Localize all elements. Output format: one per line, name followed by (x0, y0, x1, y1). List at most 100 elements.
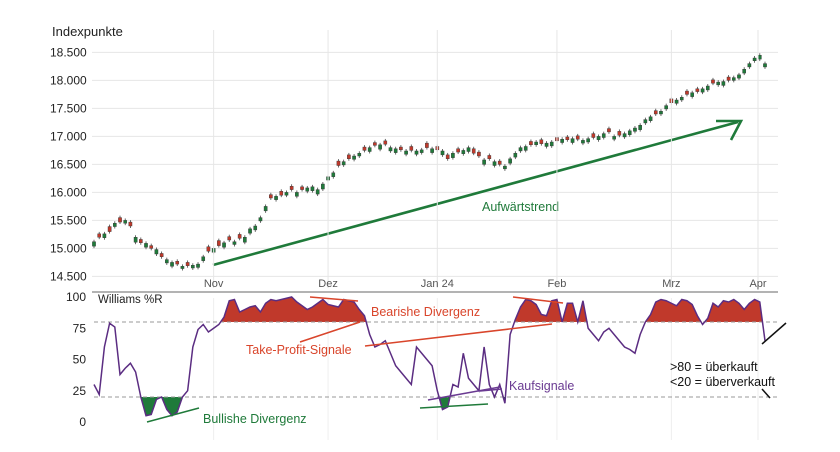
price-y-tick-label: 17.500 (50, 101, 87, 115)
bearish-divergence-line-2 (512, 296, 564, 304)
candle (425, 142, 429, 148)
price-panel: Indexpunkte 14.500 15.000 15.500 16.000 16.5… (50, 24, 778, 440)
x-tick-label: Jan 24 (421, 278, 454, 290)
candle (383, 140, 388, 145)
candle (331, 172, 336, 177)
candle (227, 236, 232, 241)
price-gridlines (92, 51, 778, 277)
candle (529, 141, 533, 146)
candlesticks (92, 53, 767, 271)
candle (128, 221, 133, 227)
overbought-pointer (761, 322, 787, 345)
candle (139, 239, 143, 244)
candle (159, 253, 164, 258)
candle (451, 152, 455, 158)
candle (113, 222, 117, 227)
williams-r-y-tick-label: 50 (73, 353, 87, 367)
candle (648, 116, 653, 121)
candle (659, 110, 663, 115)
candle (243, 236, 247, 243)
candle (737, 74, 741, 79)
candle (388, 147, 393, 152)
candle (175, 261, 180, 265)
williams-r-y-ticks: 0 25 50 75 100 (66, 290, 86, 429)
candle (295, 192, 299, 197)
candle (201, 256, 206, 261)
candle (638, 124, 642, 130)
candle (440, 150, 445, 156)
candle (180, 266, 185, 269)
candle (586, 138, 590, 143)
candle (305, 187, 310, 192)
candle (310, 186, 315, 191)
price-y-tick-label: 16.000 (50, 185, 87, 199)
candle (315, 189, 320, 195)
x-tick-label: Apr (749, 278, 766, 290)
candle (206, 246, 211, 252)
candle (581, 140, 585, 144)
uptrend-arrow (212, 119, 744, 267)
candle (289, 186, 294, 190)
bullish-divergence-line-left (146, 407, 200, 423)
candle (513, 152, 518, 158)
candle (154, 249, 159, 255)
candle (477, 151, 481, 157)
williams-r-y-tick-label: 75 (73, 321, 87, 335)
candle (716, 81, 720, 86)
candle (352, 155, 356, 160)
bearish-divergence-line-1 (309, 296, 359, 302)
candle (144, 243, 148, 248)
overbought-fill (220, 297, 367, 322)
candle (300, 186, 304, 190)
x-tick-label: Feb (547, 278, 566, 290)
candle (653, 110, 658, 115)
williams-r-panel: Williams %R 0 25 50 75 100 Bearishe Divergen… (66, 290, 787, 429)
candle (191, 265, 195, 269)
price-y-tick-label: 16.500 (50, 157, 87, 171)
williams-r-y-tick-label: 0 (79, 415, 86, 429)
candle (747, 63, 752, 68)
candle (362, 146, 367, 151)
x-axis-ticks: Nov Dez Jan 24 Feb Mrz Apr (204, 30, 767, 440)
candle (97, 233, 102, 238)
candle (237, 234, 242, 239)
candle (492, 161, 497, 166)
annotation-overbought: >80 = überkauft (670, 360, 758, 374)
annotation-bullish-divergence: Bullishe Divergenz (203, 412, 307, 426)
candle (409, 146, 414, 151)
candle (622, 133, 627, 138)
candle (248, 228, 252, 234)
candle (258, 217, 263, 222)
williams-r-line (93, 296, 766, 417)
candle (674, 99, 679, 104)
candle (591, 133, 596, 138)
price-y-ticks: 14.500 15.000 15.500 16.000 16.500 17.000 17.5… (50, 45, 87, 283)
candle (544, 142, 549, 147)
candle (445, 154, 450, 160)
candle (560, 138, 564, 143)
candle (404, 150, 408, 155)
candle (92, 241, 96, 247)
candle (378, 144, 382, 150)
uptrend-line (212, 120, 739, 267)
candle (133, 236, 138, 243)
annotation-bearish-divergence: Bearishe Divergenz (371, 305, 480, 319)
candle (565, 136, 570, 140)
candle (757, 55, 762, 60)
uptrend-arrowhead (716, 119, 744, 141)
candle (643, 119, 648, 124)
overbought-fill (577, 300, 587, 322)
candle (118, 217, 122, 223)
candle (575, 135, 580, 140)
candle (731, 77, 736, 81)
candle (196, 263, 200, 268)
candle (393, 148, 398, 153)
candle (523, 146, 528, 151)
candle (399, 146, 403, 151)
candle (685, 90, 689, 95)
candle (711, 79, 715, 84)
candle (217, 240, 221, 246)
oversold-pointer (761, 388, 771, 399)
price-y-tick-label: 14.500 (50, 269, 87, 283)
candle (726, 76, 731, 81)
